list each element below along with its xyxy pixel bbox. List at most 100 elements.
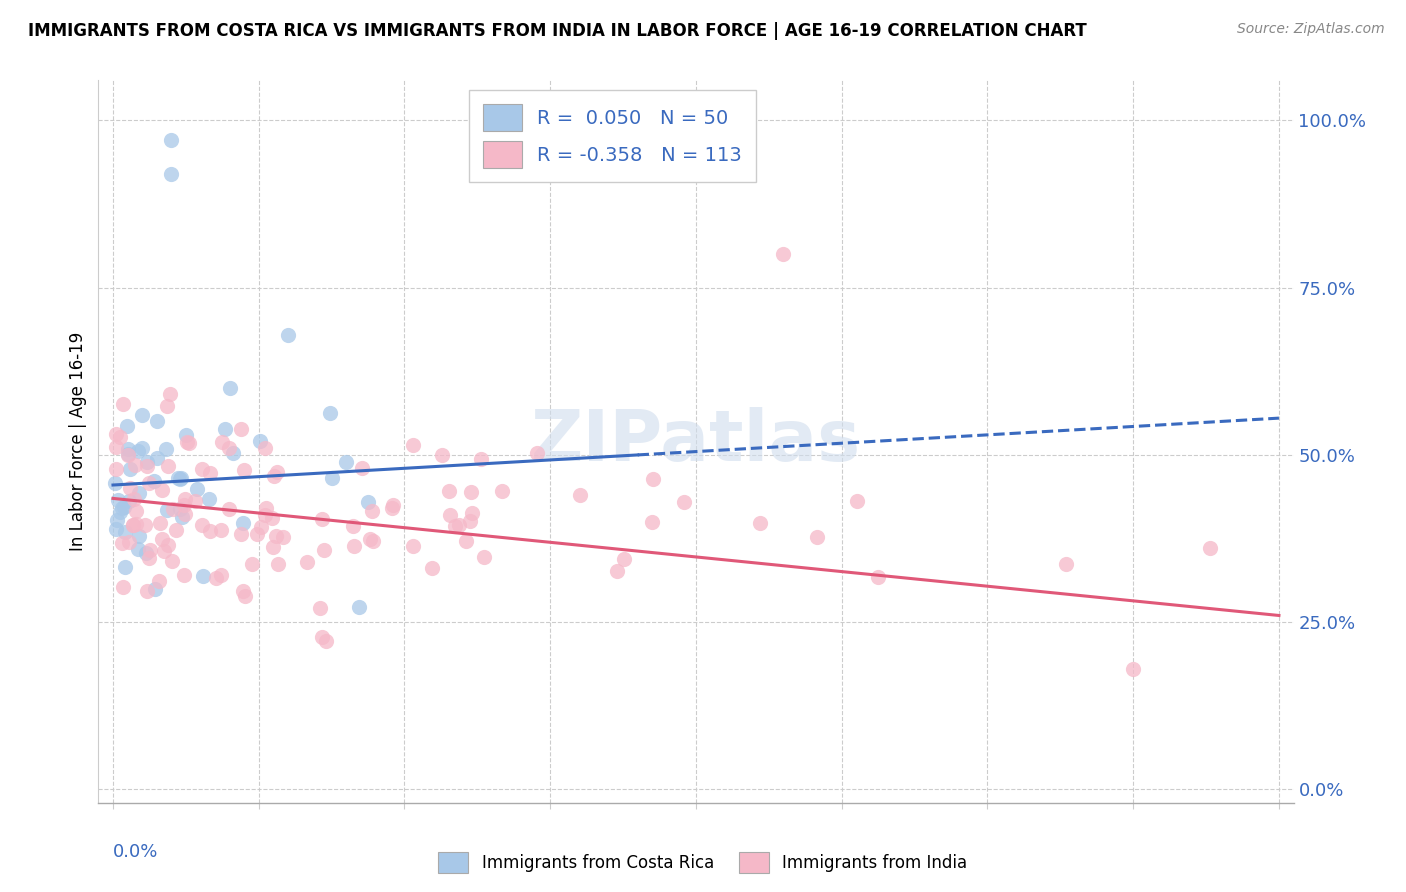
Point: [806, 530, 828, 544]
Point: [748, 516, 770, 530]
Point: [613, 552, 636, 566]
Point: [131, 408, 153, 422]
Point: [112, 580, 135, 594]
Point: [105, 522, 128, 536]
Point: [138, 476, 160, 491]
Point: [165, 523, 187, 537]
Point: [117, 448, 139, 462]
Point: [114, 560, 136, 574]
Point: [673, 495, 696, 509]
Point: [117, 442, 139, 457]
Point: [222, 446, 245, 460]
Point: [526, 446, 548, 460]
Point: [148, 574, 170, 588]
Point: [460, 485, 482, 500]
Point: [138, 551, 160, 566]
Point: [118, 534, 141, 549]
Point: [173, 498, 195, 512]
Point: [103, 476, 125, 491]
Point: [1054, 558, 1077, 572]
Text: Source: ZipAtlas.com: Source: ZipAtlas.com: [1237, 22, 1385, 37]
Point: [191, 518, 214, 533]
Point: [359, 533, 381, 547]
Point: [254, 501, 277, 516]
Point: [122, 517, 145, 532]
Point: [253, 441, 276, 455]
Point: [772, 247, 794, 261]
Point: [125, 504, 148, 518]
Point: [439, 508, 461, 522]
Point: [174, 491, 197, 506]
Point: [347, 600, 370, 615]
Point: [156, 399, 179, 413]
Point: [267, 557, 290, 571]
Point: [118, 481, 141, 495]
Point: [150, 532, 173, 546]
Point: [232, 516, 254, 530]
Point: [173, 568, 195, 582]
Point: [160, 167, 183, 181]
Point: [271, 530, 294, 544]
Point: [135, 546, 157, 560]
Point: [176, 435, 198, 450]
Point: [352, 461, 374, 475]
Point: [159, 387, 181, 401]
Point: [104, 427, 127, 442]
Point: [143, 474, 166, 488]
Point: [430, 448, 453, 462]
Point: [472, 550, 495, 565]
Point: [117, 447, 139, 461]
Point: [263, 468, 285, 483]
Point: [204, 571, 226, 585]
Point: [136, 458, 159, 473]
Point: [382, 498, 405, 512]
Point: [246, 527, 269, 541]
Point: [1198, 541, 1220, 556]
Point: [357, 495, 380, 509]
Point: [107, 493, 129, 508]
Point: [209, 523, 232, 537]
Point: [145, 414, 167, 428]
Point: [169, 501, 191, 516]
Point: [155, 442, 177, 456]
Point: [233, 463, 256, 477]
Point: [170, 510, 193, 524]
Point: [111, 397, 134, 411]
Point: [218, 502, 240, 516]
Text: ZIPatlas: ZIPatlas: [531, 407, 860, 476]
Point: [124, 458, 146, 473]
Point: [250, 520, 273, 534]
Point: [104, 462, 127, 476]
Point: [135, 584, 157, 599]
Point: [641, 515, 664, 529]
Point: [447, 518, 470, 533]
Point: [1122, 662, 1144, 676]
Point: [461, 507, 484, 521]
Point: [191, 569, 214, 583]
Point: [174, 507, 197, 521]
Legend: Immigrants from Costa Rica, Immigrants from India: Immigrants from Costa Rica, Immigrants f…: [432, 846, 974, 880]
Y-axis label: In Labor Force | Age 16-19: In Labor Force | Age 16-19: [69, 332, 87, 551]
Point: [198, 466, 221, 480]
Text: IMMIGRANTS FROM COSTA RICA VS IMMIGRANTS FROM INDIA IN LABOR FORCE | AGE 16-19 C: IMMIGRANTS FROM COSTA RICA VS IMMIGRANTS…: [28, 22, 1087, 40]
Point: [184, 494, 207, 508]
Point: [156, 503, 179, 517]
Point: [127, 541, 149, 556]
Point: [127, 444, 149, 458]
Text: 0.0%: 0.0%: [112, 843, 159, 861]
Point: [277, 327, 299, 342]
Point: [186, 483, 208, 497]
Point: [139, 542, 162, 557]
Point: [114, 524, 136, 539]
Point: [110, 505, 132, 519]
Point: [149, 516, 172, 530]
Point: [343, 539, 366, 553]
Point: [198, 491, 221, 506]
Point: [240, 557, 263, 571]
Point: [232, 583, 254, 598]
Point: [156, 538, 179, 552]
Point: [153, 544, 176, 558]
Point: [131, 442, 153, 455]
Point: [191, 462, 214, 476]
Point: [266, 465, 288, 479]
